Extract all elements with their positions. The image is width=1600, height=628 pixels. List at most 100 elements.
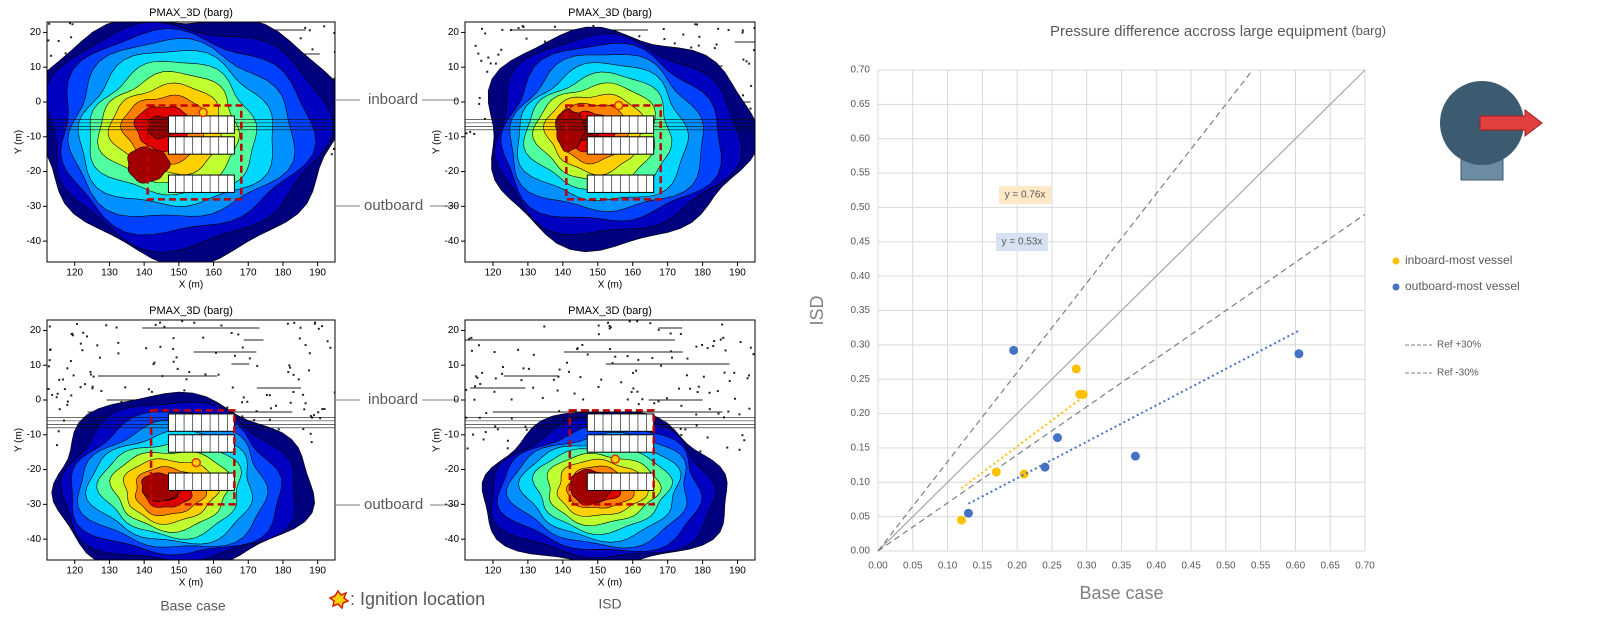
ignition <box>198 107 208 118</box>
plan-dot <box>543 325 546 328</box>
plan-dot <box>657 328 660 331</box>
plan-dot <box>172 347 175 350</box>
ignition <box>191 457 201 468</box>
plan-dot <box>680 434 683 437</box>
plan-dot <box>302 393 305 396</box>
plan-dot <box>92 375 95 378</box>
plan-dot <box>695 424 698 427</box>
plan-dot <box>241 415 244 418</box>
y-tick-label: -20 <box>445 464 460 475</box>
plan-dot <box>597 324 600 327</box>
plan-dot <box>71 23 74 26</box>
y-tick-label: 10 <box>30 360 42 371</box>
y-tick-label: -10 <box>27 429 42 440</box>
legend-marker <box>1392 283 1400 291</box>
plan-dot <box>727 28 730 31</box>
x-axis-label: X (m) <box>598 578 622 589</box>
plan-dot <box>117 341 120 344</box>
plan-dot <box>738 413 741 416</box>
plan-dot <box>665 397 668 400</box>
plan-dot <box>609 326 612 329</box>
plan-dot <box>465 132 468 135</box>
plan-dot <box>496 428 499 431</box>
plan-dot <box>308 29 311 32</box>
plan-dot <box>501 28 504 31</box>
plan-dot <box>713 340 716 343</box>
plan-dot <box>71 334 74 337</box>
x-tick-label: 170 <box>240 268 257 279</box>
plan-dot <box>124 386 127 389</box>
plan-dot <box>310 441 313 444</box>
caption: ISD <box>598 596 621 612</box>
point <box>963 508 973 518</box>
plan-dot <box>241 401 244 404</box>
plan-dot <box>256 364 259 367</box>
plan-dot <box>743 439 746 442</box>
plan-dot <box>81 349 84 352</box>
plan-dot <box>738 448 741 451</box>
plan-dot <box>333 77 335 80</box>
plan-dot <box>651 357 654 360</box>
arrow <box>1479 108 1543 138</box>
y-tick-label: -40 <box>27 534 42 545</box>
y-tick-label: 10 <box>448 360 460 371</box>
plan-dot <box>510 417 513 420</box>
plan-dot <box>679 427 682 430</box>
plan-dot <box>332 147 335 150</box>
trendline <box>967 329 1300 505</box>
title-text: Pressure difference accross large equipm… <box>1050 23 1348 40</box>
plan-dot <box>567 370 570 373</box>
plan-dot <box>268 394 271 397</box>
point <box>1019 469 1029 479</box>
plan-dot <box>469 130 472 133</box>
plan-dot <box>485 412 488 415</box>
plan-dot <box>493 390 496 393</box>
x-tick-label: 130 <box>101 566 118 577</box>
plan-dot <box>478 96 481 99</box>
y-tick-label: -10 <box>445 131 460 142</box>
x-tick-label: 180 <box>694 566 711 577</box>
y-tick-label: -30 <box>27 201 42 212</box>
plan-dot <box>696 23 699 26</box>
x-tick-label: 140 <box>554 268 571 279</box>
y-tick-label: -40 <box>27 236 42 247</box>
plan-dot <box>468 337 471 340</box>
plan-dot <box>581 344 584 347</box>
plan-dot <box>70 394 73 397</box>
plan-dot <box>680 404 683 407</box>
plan-dot <box>292 390 295 393</box>
plan-dot <box>71 332 74 335</box>
plan-dot <box>89 373 92 376</box>
plan-dot <box>293 321 296 324</box>
plan-dot <box>716 390 719 393</box>
plan-dot <box>750 84 753 87</box>
y-axis-label: Y (m) <box>14 130 25 154</box>
x-tick-label: 130 <box>520 268 537 279</box>
plan-dot <box>309 415 312 418</box>
plan-dot <box>91 387 94 390</box>
plan-dot <box>532 353 535 356</box>
plan-dot <box>312 414 315 417</box>
plan-dot <box>66 400 69 403</box>
plan-dot <box>702 375 705 378</box>
plan-dot <box>712 345 715 348</box>
plan-dot <box>91 385 94 388</box>
plan-dot <box>715 43 718 46</box>
plan-dot <box>47 387 50 390</box>
chart-title: PMAX_3D (barg) <box>149 305 233 317</box>
plan-dot <box>752 353 755 356</box>
plan-dot <box>466 447 469 450</box>
y-tick-label: 10 <box>30 62 42 73</box>
plan-dot <box>68 22 71 25</box>
plan-dot <box>66 367 69 370</box>
plan-dot <box>304 402 307 405</box>
y-tick-label: -30 <box>445 201 460 212</box>
y-tick-label: 0.30 <box>851 339 871 350</box>
plan-dot <box>321 408 324 411</box>
x-tick-label: 0.20 <box>1007 561 1027 572</box>
contour-field <box>47 22 335 262</box>
plan-dot <box>694 23 697 26</box>
plan-dot <box>48 22 51 25</box>
plan-dot <box>96 344 99 347</box>
plan-dot <box>100 389 103 392</box>
